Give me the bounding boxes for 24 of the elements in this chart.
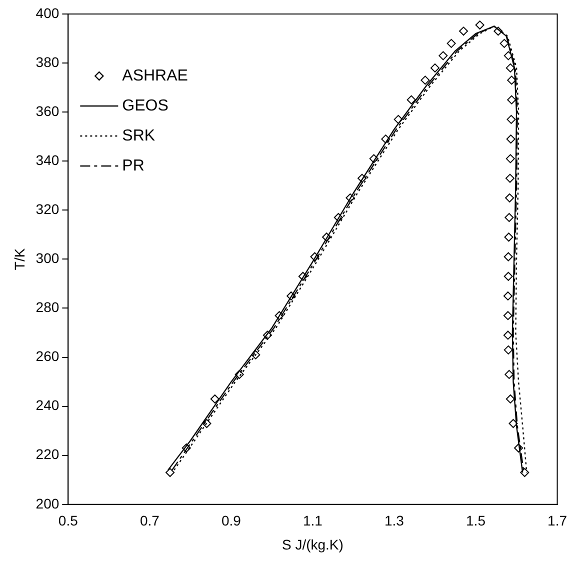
y-tick-label: 220 [36,446,60,462]
y-tick-label: 300 [36,250,60,266]
y-tick-label: 400 [36,4,60,21]
legend-label: PR [122,157,144,174]
x-tick-label: 1.7 [548,512,568,529]
x-axis-title: S J/(kg.K) [282,536,344,552]
y-tick-label: 380 [36,54,60,70]
y-tick-label: 320 [36,201,60,218]
legend-label: GEOS [122,97,168,114]
y-tick-label: 280 [36,299,60,316]
legend-label: ASHRAE [122,67,188,84]
x-tick-label: 1.1 [302,512,323,529]
x-tick-label: 0.5 [58,512,78,529]
x-tick-label: 0.7 [140,512,160,529]
x-tick-label: 0.9 [221,512,242,529]
y-tick-label: 340 [36,152,60,168]
y-tick-label: 260 [36,348,60,364]
y-axis-title: T/K [11,248,28,270]
x-tick-label: 1.3 [384,512,404,529]
x-tick-label: 1.5 [466,512,486,529]
y-tick-label: 200 [36,495,60,512]
y-tick-label: 240 [36,397,60,414]
legend-label: SRK [122,127,156,144]
y-tick-label: 360 [36,102,60,119]
